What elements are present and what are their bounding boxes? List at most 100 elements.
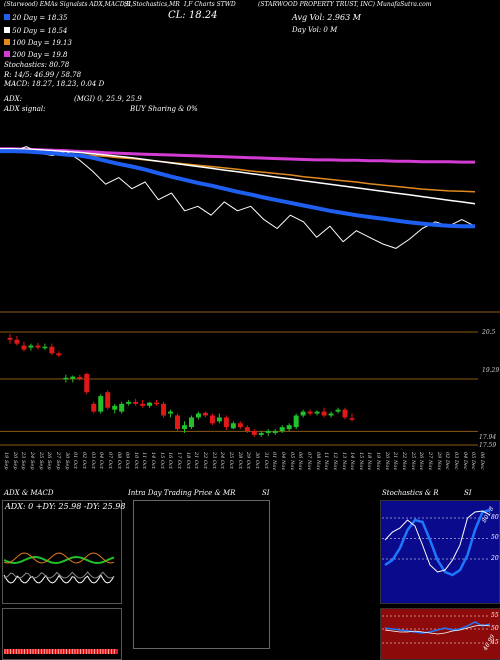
candle-body bbox=[251, 431, 257, 435]
close-price-label: CL: 18.24 bbox=[168, 10, 218, 21]
intraday-panel bbox=[133, 500, 270, 649]
stoch-level-20: 20 bbox=[491, 555, 499, 562]
candle-body bbox=[21, 345, 27, 350]
candle-body bbox=[300, 411, 306, 416]
candle-body bbox=[230, 423, 236, 429]
rsi-reading: R: 14/5: 46.99 / 58.78 bbox=[4, 71, 82, 79]
candle-body bbox=[258, 432, 264, 435]
candle-body bbox=[126, 401, 132, 404]
rsi-level-55: 55 bbox=[491, 612, 499, 619]
rsi-line bbox=[384, 621, 491, 634]
price-line bbox=[0, 146, 476, 249]
intraday-panel-title: Intra Day Trading Price & MR bbox=[128, 489, 236, 497]
price-label-mid: 19.29 bbox=[482, 367, 500, 374]
rsi-signal-line bbox=[384, 624, 491, 635]
intraday-si-label: SI bbox=[262, 489, 270, 497]
candle-body bbox=[293, 415, 299, 428]
candle-body bbox=[77, 377, 83, 379]
candle-body bbox=[140, 403, 146, 406]
candle-body bbox=[175, 415, 181, 430]
ema200-swatch bbox=[4, 51, 10, 57]
avg-volume-label: Avg Vol: 2.963 M bbox=[292, 13, 361, 22]
stoch-d-line bbox=[384, 510, 491, 573]
candle-body bbox=[35, 345, 41, 348]
candle-body bbox=[223, 417, 229, 428]
stochastics-reading: Stochastics: 80.78 bbox=[4, 61, 70, 69]
macd-reading: MACD: 18.27, 18.23, 0.04 D bbox=[4, 80, 105, 88]
candle-body bbox=[133, 401, 139, 404]
candle-body bbox=[91, 403, 97, 412]
candle-body bbox=[272, 431, 278, 433]
candle-body bbox=[98, 396, 104, 412]
adx-panel: ADX: 0 +DY: 25.98 -DY: 25.98 bbox=[2, 500, 126, 604]
candle-body bbox=[307, 411, 313, 414]
candle-body bbox=[7, 337, 13, 340]
candle-body bbox=[70, 376, 76, 379]
adx-line bbox=[3, 552, 115, 564]
adx-plus-di-line bbox=[3, 555, 115, 565]
candle-body bbox=[119, 403, 125, 412]
stoch-level-80: 80 bbox=[491, 514, 499, 521]
adx-signal-label: ADX signal: bbox=[4, 105, 46, 113]
candle-body bbox=[14, 339, 20, 344]
candle-body bbox=[188, 417, 194, 428]
candle-body bbox=[195, 413, 201, 418]
candle-body bbox=[84, 373, 90, 393]
adx-values-box: ADX: 0 +DY: 25.98 -DY: 25.98 bbox=[5, 502, 126, 511]
header-title: (Starwood) EMAs Signalsts ADX,MACD,R bbox=[4, 1, 131, 8]
buy-signal-text: BUY Sharing & 0% bbox=[130, 105, 198, 113]
candle-body bbox=[56, 353, 62, 356]
ema20-line bbox=[0, 149, 475, 229]
adx-label: ADX: bbox=[4, 95, 23, 103]
rsi-level-50: 50 bbox=[491, 625, 499, 632]
ema200-legend: 200 Day = 19.8 bbox=[4, 51, 67, 59]
ema20-legend: 20 Day = 18.35 bbox=[4, 14, 67, 22]
candle-body bbox=[321, 411, 327, 416]
candle-body bbox=[202, 412, 208, 416]
candle-body bbox=[42, 346, 48, 349]
header-company: (STARWOOD PROPERTY TRUST, INC) MunafaSut… bbox=[258, 1, 432, 8]
ema20-swatch bbox=[4, 14, 10, 20]
stoch-level-50: 50 bbox=[491, 534, 499, 541]
ema50-swatch bbox=[4, 27, 10, 33]
price-label-low: 17.94 bbox=[479, 434, 497, 441]
ema100-legend: 100 Day = 19.13 bbox=[4, 39, 72, 47]
ema50-label: 50 Day = 18.54 bbox=[12, 27, 68, 35]
candle-body bbox=[181, 425, 187, 430]
candle-body bbox=[244, 427, 250, 432]
stoch-si-label: SI bbox=[464, 489, 472, 497]
adx-minus-di-line bbox=[3, 571, 115, 579]
candle-body bbox=[335, 409, 341, 412]
ema200-label: 200 Day = 19.8 bbox=[12, 51, 68, 59]
candle-body bbox=[147, 402, 153, 406]
candle-body bbox=[168, 411, 174, 414]
adx-values: (MGI) 0, 25.9, 25.9 bbox=[74, 95, 142, 103]
day-volume-label: Day Vol: 0 M bbox=[292, 26, 338, 34]
adx-panel-title: ADX & MACD bbox=[4, 489, 54, 497]
header-subtitle: SI,Stochastics,MR bbox=[124, 1, 180, 8]
ema100-label: 100 Day = 19.13 bbox=[12, 39, 72, 47]
candle-body bbox=[342, 409, 348, 418]
ema200-line bbox=[0, 147, 475, 164]
adx-price-line bbox=[3, 574, 115, 584]
ema50-line bbox=[0, 148, 476, 205]
stoch-panel-title: Stochastics & R bbox=[382, 489, 439, 497]
candle-body bbox=[154, 402, 160, 405]
candle-body bbox=[286, 425, 292, 430]
candle-body bbox=[161, 403, 167, 416]
candle-body bbox=[216, 417, 222, 422]
header-ticker: I,F Charts STWD bbox=[184, 1, 236, 8]
stoch-k-line bbox=[384, 508, 491, 577]
ema100-swatch bbox=[4, 39, 10, 45]
candle-body bbox=[28, 345, 34, 348]
price-label-lowest: 17.59 bbox=[479, 442, 497, 449]
candle-body bbox=[209, 415, 215, 424]
candle-body bbox=[265, 431, 271, 433]
candle-body bbox=[328, 413, 334, 416]
